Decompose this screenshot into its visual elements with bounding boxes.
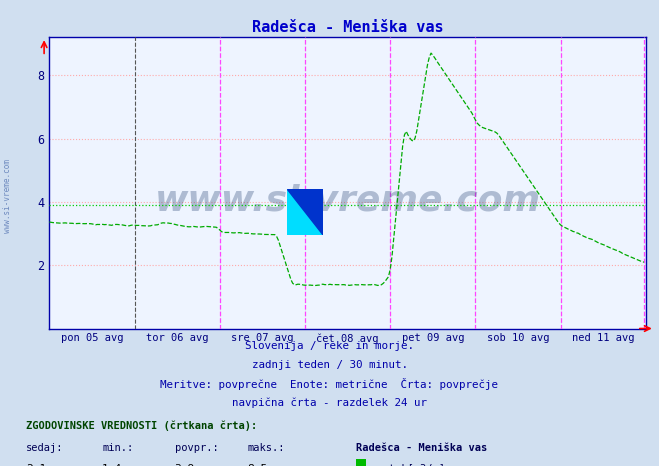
- Text: maks.:: maks.:: [247, 443, 285, 452]
- Text: zadnji teden / 30 minut.: zadnji teden / 30 minut.: [252, 360, 407, 370]
- Text: www.si-vreme.com: www.si-vreme.com: [155, 184, 540, 217]
- Polygon shape: [287, 189, 323, 235]
- Text: 2,1: 2,1: [26, 464, 47, 466]
- Polygon shape: [287, 189, 323, 235]
- Text: povpr.:: povpr.:: [175, 443, 218, 452]
- Text: min.:: min.:: [102, 443, 133, 452]
- Text: navpična črta - razdelek 24 ur: navpična črta - razdelek 24 ur: [232, 397, 427, 408]
- Text: 3,9: 3,9: [175, 464, 195, 466]
- Text: Meritve: povprečne  Enote: metrične  Črta: povprečje: Meritve: povprečne Enote: metrične Črta:…: [161, 378, 498, 391]
- Text: pretok[m3/s]: pretok[m3/s]: [370, 464, 445, 466]
- Text: Radešca - Meniška vas: Radešca - Meniška vas: [356, 443, 487, 452]
- Text: ZGODOVINSKE VREDNOSTI (črtkana črta):: ZGODOVINSKE VREDNOSTI (črtkana črta):: [26, 420, 258, 431]
- Text: www.si-vreme.com: www.si-vreme.com: [3, 159, 13, 233]
- Text: 1,4: 1,4: [102, 464, 123, 466]
- Title: Radešca - Meniška vas: Radešca - Meniška vas: [252, 20, 444, 35]
- Text: 8,5: 8,5: [247, 464, 268, 466]
- Text: sedaj:: sedaj:: [26, 443, 64, 452]
- Text: Slovenija / reke in morje.: Slovenija / reke in morje.: [245, 341, 414, 351]
